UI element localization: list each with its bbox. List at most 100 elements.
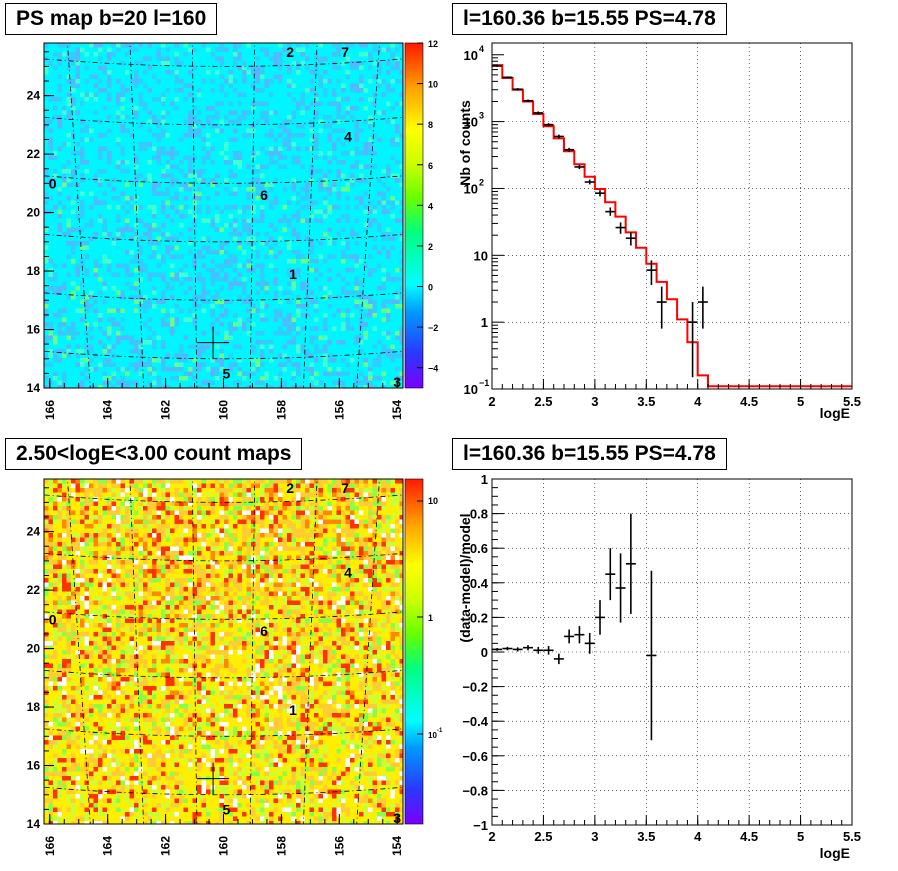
heatmap-cell <box>147 160 153 165</box>
heatmap-cell <box>192 142 198 147</box>
heatmap-cell <box>156 304 162 309</box>
heatmap-cell <box>170 92 175 98</box>
heatmap-cell <box>192 313 198 318</box>
heatmap-cell <box>314 259 319 264</box>
heatmap-cell <box>48 106 54 111</box>
heatmap-cell <box>53 182 58 188</box>
heatmap-cell <box>183 268 189 273</box>
heatmap-cell <box>161 187 166 192</box>
heatmap-cell <box>359 236 364 242</box>
heatmap-cell <box>318 56 324 62</box>
heatmap-cell <box>278 182 283 188</box>
heatmap-cell <box>129 254 135 260</box>
heatmap-cell <box>233 128 238 134</box>
heatmap-cell <box>156 290 162 296</box>
heatmap-cell <box>53 200 58 206</box>
heatmap-cell <box>152 74 157 80</box>
heatmap-cell <box>395 43 400 48</box>
heatmap-cell <box>179 218 184 224</box>
heatmap-cell <box>390 74 396 80</box>
heatmap-cell <box>129 268 135 273</box>
heatmap-cell <box>269 290 274 296</box>
heatmap-cell <box>278 196 283 201</box>
heatmap-cell <box>48 223 54 228</box>
heatmap-cell <box>399 47 403 53</box>
heatmap-cell <box>107 137 112 143</box>
heatmap-cell <box>242 214 247 219</box>
heatmap-cell <box>89 286 94 291</box>
heatmap-cell <box>62 281 67 287</box>
heatmap-cell <box>98 299 103 305</box>
heatmap-cell <box>300 272 306 278</box>
heatmap-cell <box>125 52 130 57</box>
heatmap-cell <box>161 290 166 296</box>
heatmap-cell <box>345 250 351 255</box>
heatmap-cell <box>237 196 243 201</box>
heatmap-cell <box>57 191 63 197</box>
heatmap-cell <box>62 286 67 291</box>
heatmap-cell <box>174 304 180 309</box>
heatmap-cell <box>269 218 274 224</box>
heatmap-cell <box>98 317 103 323</box>
heatmap-cell <box>98 308 103 314</box>
heatmap-cell <box>368 119 373 125</box>
heatmap-cell <box>314 164 319 170</box>
heatmap-cell <box>111 214 117 219</box>
heatmap-cell <box>138 308 144 314</box>
heatmap-cell <box>386 200 391 206</box>
heatmap-cell <box>372 241 378 246</box>
heatmap-cell <box>161 155 166 161</box>
heatmap-cell <box>219 205 225 210</box>
heatmap-cell <box>336 295 342 300</box>
heatmap-cell <box>111 56 117 62</box>
heatmap-cell <box>84 232 90 237</box>
heatmap-cell <box>309 308 315 314</box>
heatmap-cell <box>237 295 243 300</box>
heatmap-cell <box>336 250 342 255</box>
heatmap-cell <box>300 268 306 273</box>
heatmap-cell <box>80 295 85 300</box>
heatmap-cell <box>206 65 211 71</box>
heatmap-cell <box>336 155 342 161</box>
heatmap-cell <box>134 52 139 57</box>
heatmap-cell <box>183 299 189 305</box>
heatmap-cell <box>188 61 193 66</box>
heatmap-cell <box>323 286 328 291</box>
heatmap-cell <box>188 250 193 255</box>
heatmap-cell <box>116 286 121 291</box>
heatmap-cell <box>377 259 382 264</box>
heatmap-cell <box>174 169 180 174</box>
heatmap-cell <box>395 214 400 219</box>
heatmap-cell <box>390 92 396 98</box>
heatmap-cell <box>332 124 337 129</box>
heatmap-cell <box>89 304 94 309</box>
heatmap-cell <box>363 124 369 129</box>
heatmap-cell <box>215 205 220 210</box>
heatmap-cell <box>332 160 337 165</box>
heatmap-cell <box>152 128 157 134</box>
heatmap-cell <box>251 43 256 48</box>
heatmap-cell <box>309 259 315 264</box>
heatmap-cell <box>341 115 346 120</box>
heatmap-cell <box>84 286 90 291</box>
heatmap-cell <box>372 119 378 125</box>
heatmap-cell <box>215 119 220 125</box>
heatmap-cell <box>278 187 283 192</box>
heatmap-cell <box>188 65 193 71</box>
heatmap-cell <box>309 182 315 188</box>
heatmap-cell <box>179 187 184 192</box>
heatmap-cell <box>84 178 90 183</box>
heatmap-cell <box>53 214 58 219</box>
heatmap-cell <box>287 241 292 246</box>
heatmap-cell <box>345 245 351 251</box>
heatmap-cell <box>206 88 211 93</box>
heatmap-cell <box>327 295 333 300</box>
heatmap-cell <box>399 83 403 89</box>
heatmap-cell <box>138 52 144 57</box>
heatmap-cell <box>84 209 90 215</box>
heatmap-cell <box>53 97 58 102</box>
heatmap-cell <box>197 151 202 156</box>
heatmap-cell <box>219 169 225 174</box>
heatmap-cell <box>233 142 238 147</box>
heatmap-cell <box>120 61 126 66</box>
